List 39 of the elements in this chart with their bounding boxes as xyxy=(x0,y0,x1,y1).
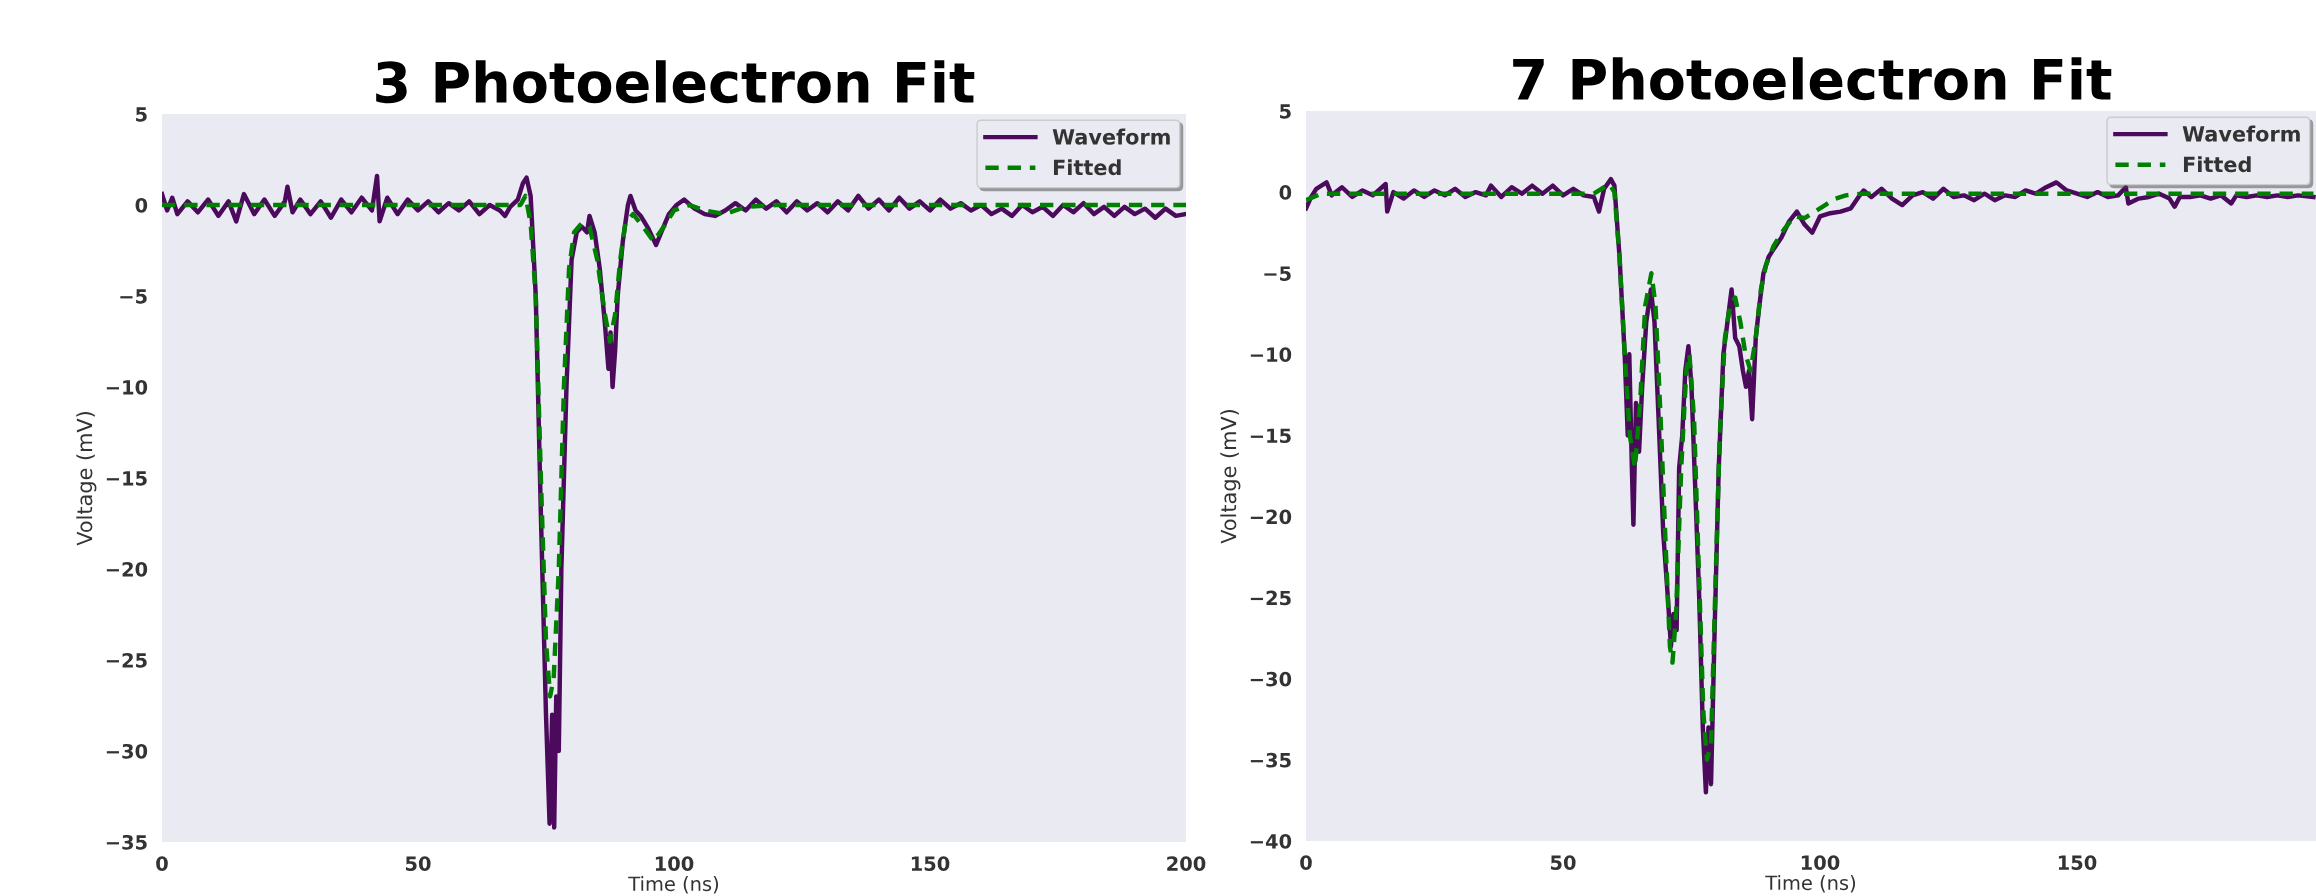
y-tick-label: 0 xyxy=(1279,185,1292,200)
x-tick-label: 100 xyxy=(655,856,694,871)
y-tick-label: −40 xyxy=(1250,833,1292,849)
y-tick-label: −35 xyxy=(1250,752,1291,768)
y-tick-label: 5 xyxy=(136,107,147,122)
y-tick-label: −20 xyxy=(1250,509,1292,525)
y-axis-title: Voltage (mV) xyxy=(76,412,97,546)
y-tick-label: −15 xyxy=(106,471,147,486)
y-tick-label: −10 xyxy=(1250,347,1292,362)
x-axis-title: Time (ns) xyxy=(1765,875,1856,893)
line-series xyxy=(162,193,1186,699)
legend-label: Waveform xyxy=(2182,125,2300,142)
x-tick-label: 200 xyxy=(1167,856,1206,871)
y-tick-label: −5 xyxy=(1264,266,1291,281)
y-tick-label: −30 xyxy=(106,743,148,759)
x-tick-label: 150 xyxy=(911,856,950,871)
x-tick-label: 0 xyxy=(1300,855,1312,870)
y-tick-label: −20 xyxy=(106,561,148,577)
y-tick-label: −30 xyxy=(1250,671,1292,687)
x-tick-label: 50 xyxy=(1550,855,1576,870)
x-tick-label: 150 xyxy=(2058,855,2097,870)
legend-label: Fitted xyxy=(1053,159,1121,176)
y-tick-label: −35 xyxy=(106,834,147,850)
y-tick-label: −25 xyxy=(106,652,147,668)
y-tick-label: 5 xyxy=(1280,104,1291,119)
y-tick-label: −10 xyxy=(106,379,148,395)
chart-title: 7 Photoelectron Fit xyxy=(1513,57,2112,101)
x-tick-label: 100 xyxy=(1801,855,1840,870)
legend-label: Waveform xyxy=(1052,128,1170,145)
x-axis-title: Time (ns) xyxy=(628,876,719,894)
y-axis-title: Voltage (mV) xyxy=(1220,410,1241,544)
x-tick-label: 0 xyxy=(156,856,168,871)
y-tick-label: −15 xyxy=(1250,428,1291,444)
y-tick-label: −25 xyxy=(1250,590,1291,606)
y-tick-label: 0 xyxy=(135,197,148,213)
chart-title: 3 Photoelectron Fit xyxy=(376,60,975,104)
x-tick-label: 50 xyxy=(405,856,431,871)
legend-label: Fitted xyxy=(2183,156,2251,173)
y-tick-label: −5 xyxy=(120,289,147,304)
